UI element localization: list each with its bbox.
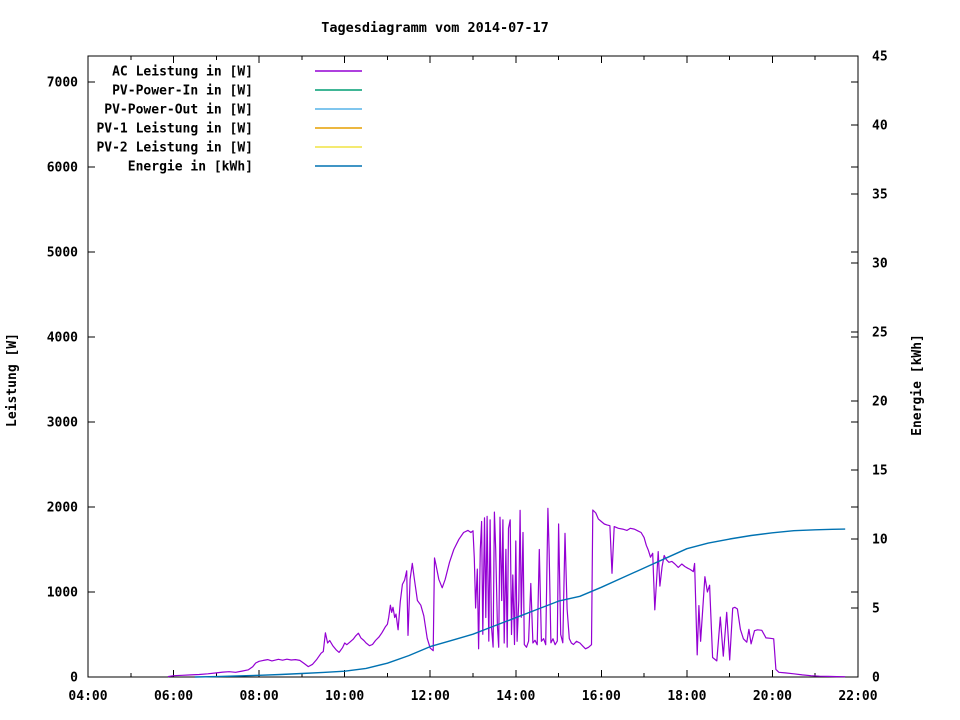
y-left-tick-label: 4000	[47, 331, 78, 346]
series-energie-in-kwh	[194, 528, 846, 678]
y-right-tick-label: 5	[872, 602, 880, 617]
x-tick-label: 06:00	[154, 689, 193, 704]
x-tick-label: 20:00	[753, 689, 792, 704]
y-left-tick-label: 6000	[47, 161, 78, 176]
legend-label: Energie in [kWh]	[128, 160, 253, 175]
legend-label: PV-2 Leistung in [W]	[96, 141, 253, 156]
y-left-tick-label: 1000	[47, 586, 78, 601]
y-right-tick-label: 35	[872, 188, 888, 203]
y-right-tick-label: 45	[872, 50, 888, 65]
series-ac-leistung-in-w	[167, 507, 846, 678]
legend-label: AC Leistung in [W]	[112, 65, 253, 80]
y-right-tick-label: 30	[872, 257, 888, 272]
y-left-tick-label: 2000	[47, 501, 78, 516]
y-right-tick-label: 20	[872, 395, 888, 410]
y-right-tick-label: 0	[872, 671, 880, 686]
y-left-tick-label: 7000	[47, 76, 78, 91]
y-right-axis-label: Energie [kWh]	[910, 334, 925, 436]
x-tick-label: 14:00	[496, 689, 535, 704]
x-tick-label: 08:00	[240, 689, 279, 704]
x-tick-label: 10:00	[325, 689, 364, 704]
plot-area: 04:00 06:00 08:00 10:00 12:00 14:00 16:00 18:00…	[47, 50, 888, 705]
y-right-tick-label: 40	[872, 119, 888, 134]
y-left-tick-label: 3000	[47, 416, 78, 431]
x-tick-label: 22:00	[838, 689, 877, 704]
y-right-tick-label: 10	[872, 533, 888, 548]
y-left-tick-label: 0	[70, 671, 78, 686]
legend-label: PV-Power-Out in [W]	[104, 103, 253, 118]
y-right-tick-label: 15	[872, 464, 888, 479]
x-tick-label: 04:00	[68, 689, 107, 704]
y-left-tick-label: 5000	[47, 246, 78, 261]
y-left-axis-label: Leistung [W]	[5, 333, 20, 427]
y-right-tick-label: 25	[872, 326, 888, 341]
x-tick-label: 18:00	[667, 689, 706, 704]
chart-title: Tagesdiagramm vom 2014-07-17	[321, 20, 549, 36]
legend-label: PV-Power-In in [W]	[112, 84, 253, 99]
legend-label: PV-1 Leistung in [W]	[96, 122, 253, 137]
x-tick-label: 16:00	[582, 689, 621, 704]
x-tick-label: 12:00	[411, 689, 450, 704]
